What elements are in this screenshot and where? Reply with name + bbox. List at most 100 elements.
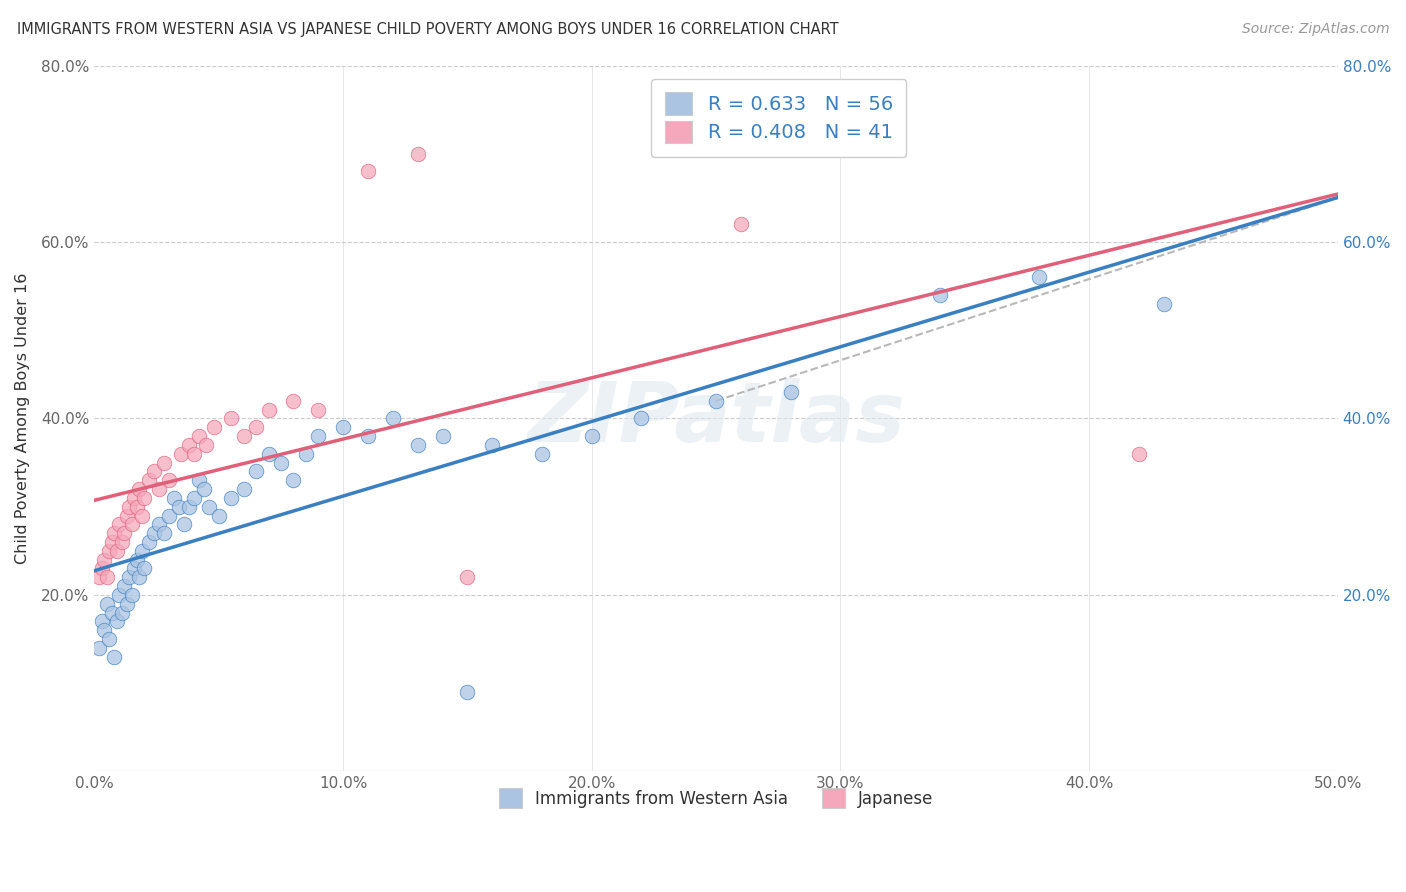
Point [121, 517, 143, 532]
Point [232, 482, 254, 496]
Point [208, 508, 231, 523]
Point [93, 552, 115, 566]
Point [131, 544, 153, 558]
Point [630, 411, 652, 425]
Point [163, 491, 186, 505]
Point [357, 164, 380, 178]
Point [530, 447, 553, 461]
Point [89, 640, 111, 655]
Point [134, 561, 156, 575]
Point [195, 438, 218, 452]
Point [105, 615, 128, 629]
Point [115, 508, 138, 523]
Point [121, 588, 143, 602]
Point [103, 649, 125, 664]
Legend: Immigrants from Western Asia, Japanese: Immigrants from Western Asia, Japanese [491, 780, 942, 816]
Point [143, 465, 166, 479]
Point [219, 491, 242, 505]
Point [307, 429, 329, 443]
Point [283, 473, 305, 487]
Point [1153, 297, 1175, 311]
Point [93, 624, 115, 638]
Point [138, 473, 160, 487]
Point [245, 420, 267, 434]
Point [148, 517, 170, 532]
Point [283, 393, 305, 408]
Point [122, 561, 145, 575]
Text: Source: ZipAtlas.com: Source: ZipAtlas.com [1241, 22, 1389, 37]
Point [143, 526, 166, 541]
Point [134, 491, 156, 505]
Point [111, 535, 134, 549]
Point [101, 535, 124, 549]
Point [125, 552, 148, 566]
Point [131, 508, 153, 523]
Point [125, 500, 148, 514]
Point [295, 447, 318, 461]
Point [183, 447, 205, 461]
Point [167, 500, 190, 514]
Point [183, 491, 205, 505]
Point [357, 429, 380, 443]
Point [153, 526, 176, 541]
Point [148, 482, 170, 496]
Point [96, 570, 118, 584]
Point [90, 561, 112, 575]
Point [128, 482, 150, 496]
Point [122, 491, 145, 505]
Point [270, 456, 292, 470]
Point [118, 500, 141, 514]
Point [406, 146, 429, 161]
Point [173, 517, 195, 532]
Point [128, 570, 150, 584]
Point [730, 218, 752, 232]
Point [105, 544, 128, 558]
Text: IMMIGRANTS FROM WESTERN ASIA VS JAPANESE CHILD POVERTY AMONG BOYS UNDER 16 CORRE: IMMIGRANTS FROM WESTERN ASIA VS JAPANESE… [17, 22, 838, 37]
Point [232, 429, 254, 443]
Point [157, 473, 180, 487]
Point [704, 393, 727, 408]
Point [456, 570, 478, 584]
Point [101, 606, 124, 620]
Point [112, 526, 135, 541]
Point [187, 473, 209, 487]
Point [481, 438, 503, 452]
Point [928, 288, 950, 302]
Point [456, 685, 478, 699]
Point [115, 597, 138, 611]
Point [332, 420, 354, 434]
Point [177, 500, 200, 514]
Point [219, 411, 242, 425]
Point [779, 384, 801, 399]
Point [112, 579, 135, 593]
Point [108, 517, 131, 532]
Point [307, 402, 329, 417]
Point [157, 508, 180, 523]
Point [187, 429, 209, 443]
Point [381, 411, 404, 425]
Point [108, 588, 131, 602]
Point [103, 526, 125, 541]
Point [1128, 447, 1150, 461]
Point [98, 544, 121, 558]
Point [111, 606, 134, 620]
Point [177, 438, 200, 452]
Text: ZIPatlas: ZIPatlas [527, 378, 905, 459]
Point [153, 456, 176, 470]
Point [96, 597, 118, 611]
Point [90, 615, 112, 629]
Point [170, 447, 193, 461]
Point [1028, 270, 1050, 285]
Point [245, 465, 267, 479]
Point [257, 402, 280, 417]
Point [98, 632, 121, 646]
Point [138, 535, 160, 549]
Y-axis label: Child Poverty Among Boys Under 16: Child Poverty Among Boys Under 16 [15, 273, 30, 564]
Point [198, 500, 221, 514]
Point [257, 447, 280, 461]
Point [581, 429, 603, 443]
Point [432, 429, 454, 443]
Point [89, 570, 111, 584]
Point [202, 420, 225, 434]
Point [193, 482, 215, 496]
